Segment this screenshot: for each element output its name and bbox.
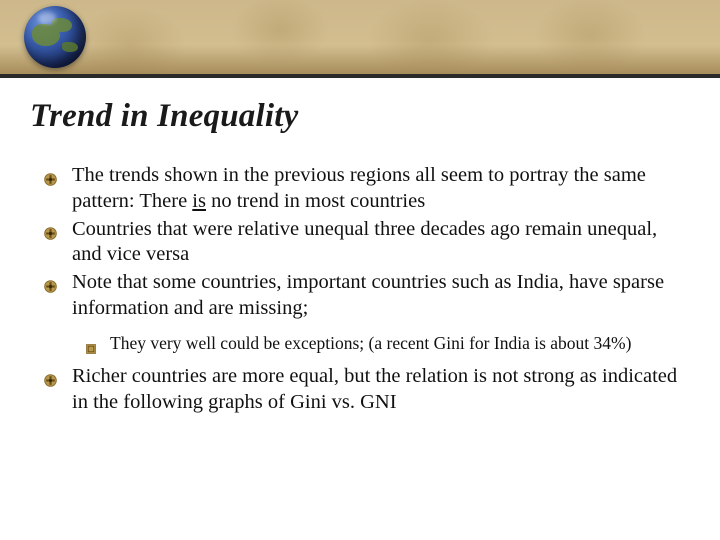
sub-bullet-list: They very well could be exceptions; (a r… xyxy=(72,332,690,354)
sub-bullet-text: They very well could be exceptions; (a r… xyxy=(110,333,631,353)
sub-list-item: They very well could be exceptions; (a r… xyxy=(110,332,690,354)
list-item: Countries that were relative unequal thr… xyxy=(72,217,690,269)
bullet-list: The trends shown in the previous regions… xyxy=(30,163,690,416)
list-item: Note that some countries, important coun… xyxy=(72,270,690,354)
list-item: Richer countries are more equal, but the… xyxy=(72,364,690,416)
bullet-icon xyxy=(44,275,57,288)
slide-content: Trend in Inequality The trends shown in … xyxy=(0,78,720,416)
bullet-text-post: no trend in most countries xyxy=(206,190,425,212)
header-banner xyxy=(0,0,720,78)
slide-title: Trend in Inequality xyxy=(30,98,690,135)
bullet-text-underline: is xyxy=(192,190,206,212)
globe-icon xyxy=(24,6,86,68)
list-item: The trends shown in the previous regions… xyxy=(72,163,690,215)
bullet-icon xyxy=(44,222,57,235)
bullet-text: Richer countries are more equal, but the… xyxy=(72,365,677,413)
bullet-text: Countries that were relative unequal thr… xyxy=(72,218,657,266)
bullet-text: Note that some countries, important coun… xyxy=(72,271,664,319)
sub-bullet-icon xyxy=(86,337,96,347)
bullet-icon xyxy=(44,369,57,382)
bullet-icon xyxy=(44,168,57,181)
